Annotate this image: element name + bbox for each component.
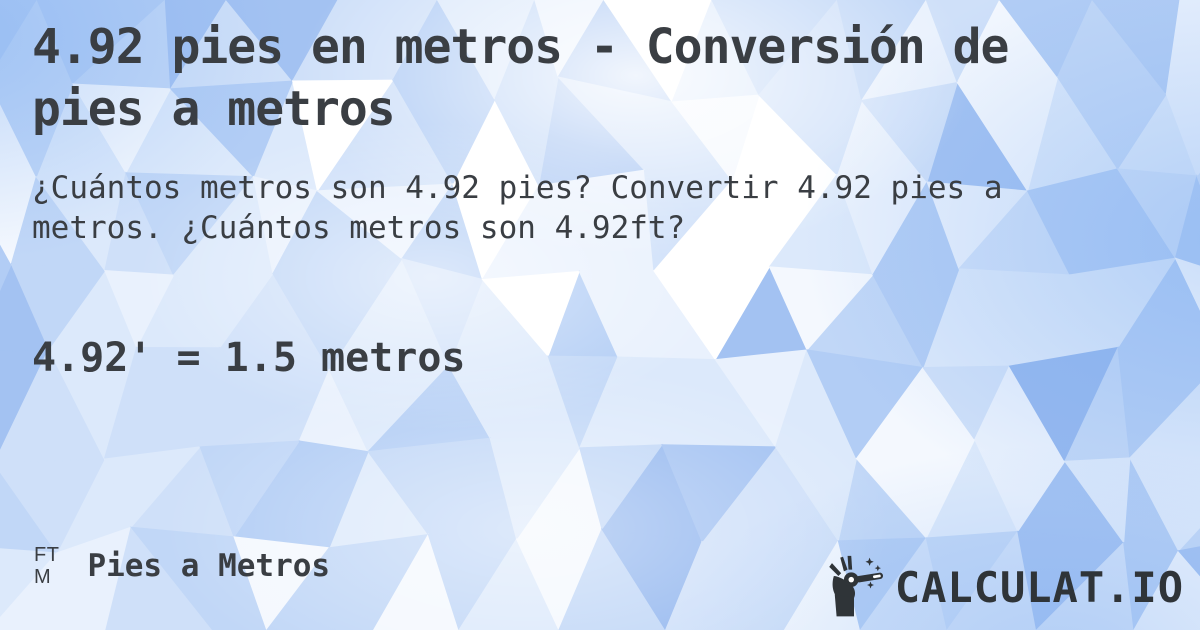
magic-wand-hand-icon: [821, 554, 887, 620]
unit-from-label: FT: [34, 544, 60, 566]
unit-to-label: M: [34, 566, 52, 588]
converter-name: Pies a Metros: [87, 548, 331, 584]
page-subtitle: ¿Cuántos metros son 4.92 pies? Convertir…: [32, 170, 1003, 246]
conversion-result: 4.92' = 1.5 metros: [32, 335, 466, 381]
page-title: 4.92 pies en metros - Conversión de pies…: [32, 19, 1009, 137]
ft-to-m-icon: FT M: [34, 544, 59, 588]
brand-logo: CALCULAT.IO: [821, 554, 1184, 620]
converter-badge: FT M Pies a Metros: [34, 544, 330, 588]
brand-name: CALCULAT.IO: [894, 562, 1184, 612]
